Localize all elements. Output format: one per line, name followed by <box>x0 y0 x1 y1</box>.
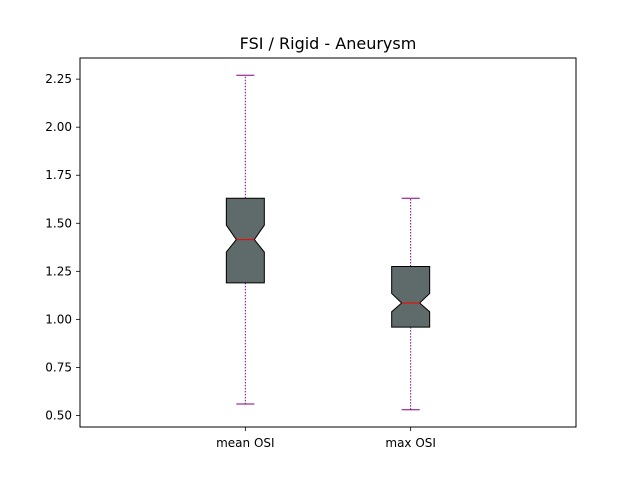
y-tick-label: 2.25 <box>45 72 72 86</box>
y-tick-label: 2.00 <box>45 120 72 134</box>
box-body <box>391 266 431 328</box>
chart-title: FSI / Rigid - Aneurysm <box>240 34 417 53</box>
x-tick-label: mean OSI <box>216 436 274 450</box>
y-tick-label: 0.75 <box>45 360 72 374</box>
y-tick-label: 1.00 <box>45 312 72 326</box>
y-tick-label: 1.75 <box>45 168 72 182</box>
y-tick-label: 1.25 <box>45 264 72 278</box>
plot-area: 0.50 0.75 1.00 1.25 1.50 1.75 2.00 2.25 mean OSI… <box>45 57 577 450</box>
axes-frame <box>79 57 577 428</box>
y-tick-label: 1.50 <box>45 216 72 230</box>
box-body <box>225 197 265 284</box>
x-tick-label: max OSI <box>385 436 436 450</box>
y-tick-label: 0.50 <box>45 408 72 422</box>
